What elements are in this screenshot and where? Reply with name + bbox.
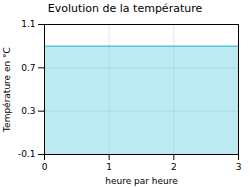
html-text:Evolution de la température: Evolution de la température	[47, 2, 203, 15]
svg-text:heure par heure: heure par heure	[105, 176, 178, 186]
svg-text:2: 2	[171, 162, 177, 172]
svg-text:Température en °C: Température en °C	[2, 47, 12, 133]
svg-text:0.3: 0.3	[21, 106, 35, 116]
svg-text:1: 1	[106, 162, 112, 172]
svg-text:0: 0	[42, 162, 48, 172]
svg-text:1.1: 1.1	[21, 19, 35, 29]
svg-text:3: 3	[236, 162, 242, 172]
svg-text:-0.1: -0.1	[18, 149, 36, 159]
svg-text:0.7: 0.7	[21, 63, 35, 73]
